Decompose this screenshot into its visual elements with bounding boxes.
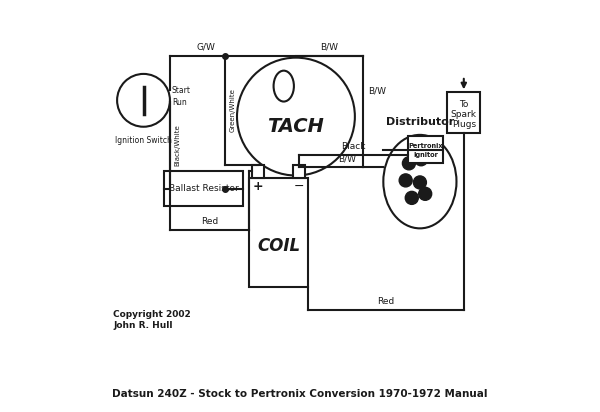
Text: Plugs: Plugs [452,120,476,129]
Circle shape [405,191,418,204]
Text: G/W: G/W [196,42,215,52]
FancyBboxPatch shape [408,136,443,163]
Text: B/W: B/W [320,42,338,52]
Text: Copyright 2002
John R. Hull: Copyright 2002 John R. Hull [113,310,191,330]
Text: Green/White: Green/White [230,89,236,132]
Text: Red: Red [377,297,395,306]
Circle shape [415,153,428,166]
Text: B/W: B/W [338,154,356,163]
Text: Run: Run [172,98,187,107]
Text: −: − [294,180,304,192]
Ellipse shape [383,135,457,228]
Text: COIL: COIL [257,236,300,255]
Text: Red: Red [201,217,218,226]
Circle shape [419,187,431,200]
Text: Ballast Resistor: Ballast Resistor [169,184,238,193]
Circle shape [413,176,427,189]
Text: Ignitor: Ignitor [413,152,438,158]
Text: Start: Start [172,86,191,95]
Text: Ignition Switch: Ignition Switch [115,136,172,145]
Text: Spark: Spark [451,110,477,119]
Text: Black: Black [341,142,365,151]
Text: Black/White: Black/White [174,125,180,166]
Text: +: + [253,180,263,192]
Text: To: To [459,100,469,109]
Circle shape [403,157,415,170]
FancyBboxPatch shape [447,92,481,133]
Text: TACH: TACH [268,117,325,136]
Text: Datsun 240Z - Stock to Pertronix Conversion 1970-1972 Manual: Datsun 240Z - Stock to Pertronix Convers… [112,389,488,399]
Text: Pertronix: Pertronix [408,143,443,149]
Text: Distributor: Distributor [386,117,454,127]
FancyBboxPatch shape [253,165,264,178]
Text: B/W: B/W [368,87,386,96]
FancyBboxPatch shape [293,165,305,178]
Circle shape [399,174,412,187]
